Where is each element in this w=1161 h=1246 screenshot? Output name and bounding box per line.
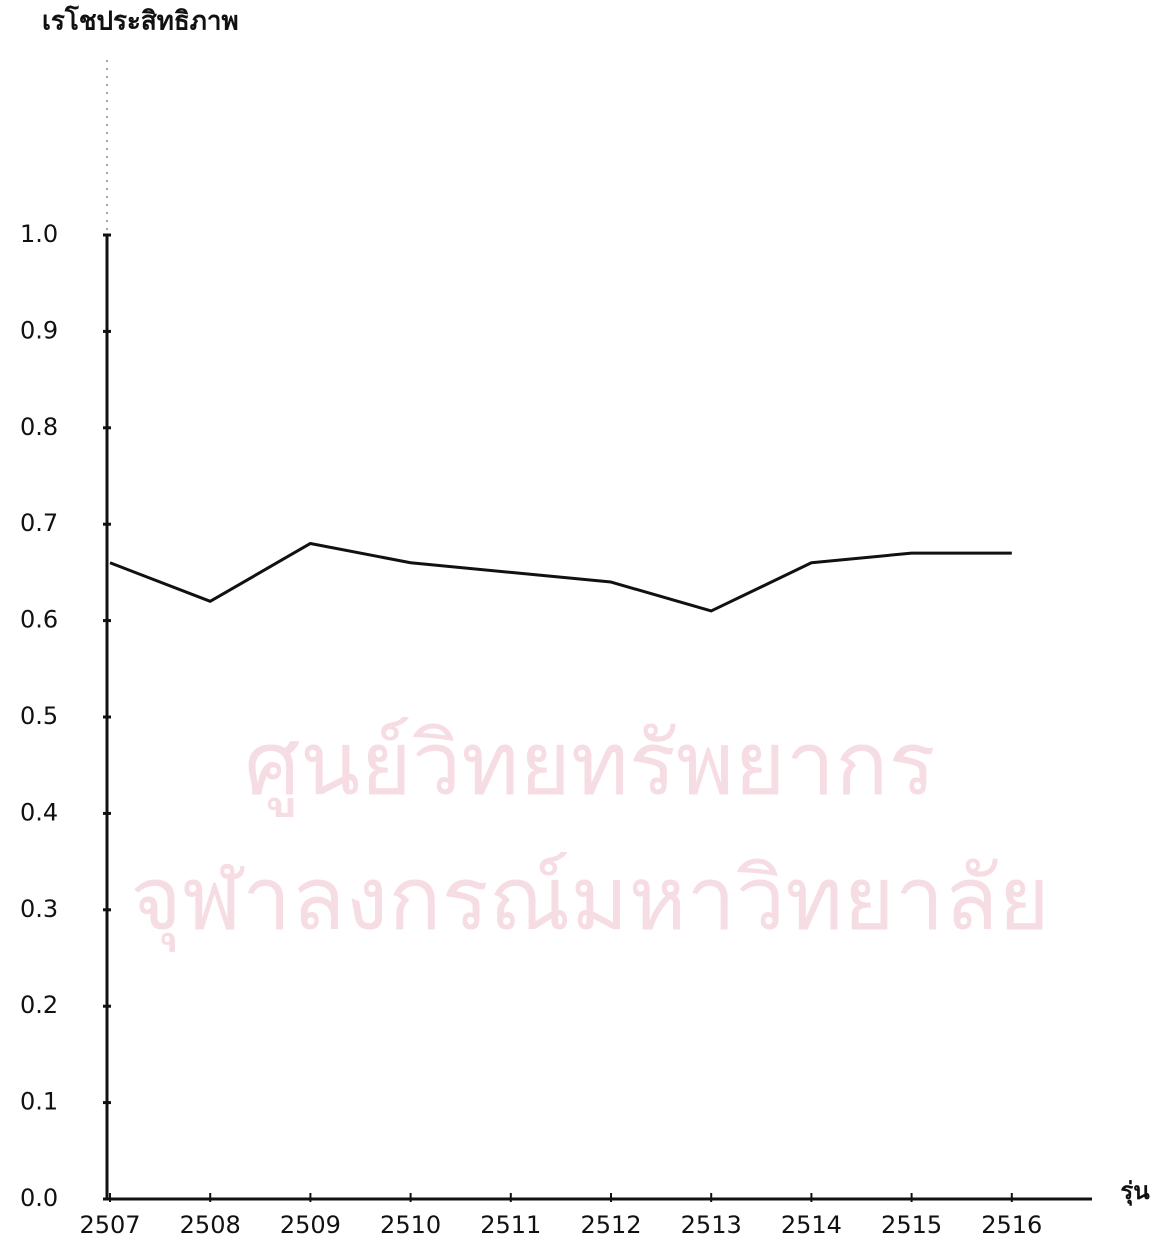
watermark: จุฬาลงกรณ์มหาวิทยาลัย bbox=[130, 847, 1050, 952]
y-tick-label: 1.0 bbox=[20, 220, 58, 248]
x-tick-label: 2507 bbox=[79, 1211, 140, 1239]
y-tick-label: 0.3 bbox=[20, 895, 58, 923]
y-tick-label: 0.8 bbox=[20, 413, 58, 441]
y-tick-label: 0.2 bbox=[20, 991, 58, 1019]
x-axis-title: รุ่น bbox=[1120, 1177, 1150, 1207]
y-tick-label: 0.6 bbox=[20, 606, 58, 634]
y-tick-label: 0.9 bbox=[20, 316, 58, 344]
x-tick-label: 2512 bbox=[580, 1211, 641, 1239]
x-tick-label: 2509 bbox=[280, 1211, 341, 1239]
watermark: ศูนย์วิทยทรัพยากร bbox=[244, 712, 935, 817]
y-tick-label: 0.7 bbox=[20, 509, 58, 537]
y-tick-label: 0.1 bbox=[20, 1088, 58, 1116]
x-tick-label: 2513 bbox=[681, 1211, 742, 1239]
y-tick-label: 0.4 bbox=[20, 798, 58, 826]
y-tick-label: 0.0 bbox=[20, 1184, 58, 1212]
x-tick-label: 2511 bbox=[480, 1211, 541, 1239]
x-tick-label: 2514 bbox=[781, 1211, 842, 1239]
data-line bbox=[109, 541, 1012, 613]
x-tick-label: 2516 bbox=[981, 1211, 1042, 1239]
y-axis-title: เรโชประสิทธิภาพ bbox=[42, 5, 239, 37]
x-tick-label: 2508 bbox=[180, 1211, 241, 1239]
x-tick-label: 2515 bbox=[881, 1211, 942, 1239]
y-tick-label: 0.5 bbox=[20, 702, 58, 730]
x-tick-label: 2510 bbox=[380, 1211, 441, 1239]
